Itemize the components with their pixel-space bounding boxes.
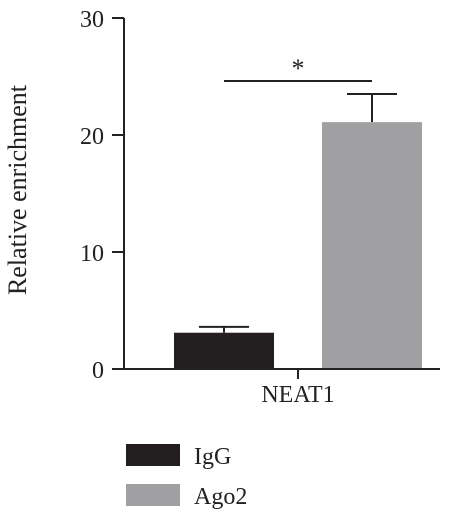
bar-ago2 bbox=[322, 122, 422, 369]
significance-annotation: * bbox=[224, 54, 372, 83]
y-tick-label: 20 bbox=[80, 124, 104, 150]
legend-swatch bbox=[126, 444, 180, 466]
y-tick-label: 30 bbox=[80, 7, 104, 33]
y-tick-label: 10 bbox=[80, 241, 104, 267]
x-axis: NEAT1 bbox=[124, 368, 440, 408]
significance-label: * bbox=[292, 54, 305, 83]
legend-label: Ago2 bbox=[194, 484, 247, 510]
y-tick-label: 0 bbox=[92, 358, 104, 384]
bar-igg bbox=[174, 332, 274, 369]
legend: IgG Ago2 bbox=[126, 444, 247, 510]
x-tick-label: NEAT1 bbox=[261, 382, 334, 408]
legend-label: IgG bbox=[194, 444, 231, 470]
y-axis: 0 10 20 30 bbox=[80, 7, 125, 384]
legend-swatch bbox=[126, 484, 180, 506]
y-axis-label: Relative enrichment bbox=[3, 84, 32, 295]
bars bbox=[174, 93, 422, 369]
